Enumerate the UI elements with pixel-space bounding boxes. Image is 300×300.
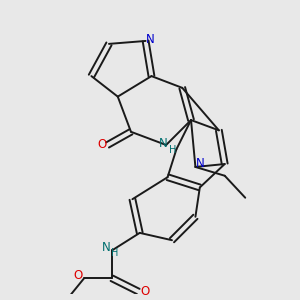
Text: O: O [97, 139, 106, 152]
Text: O: O [73, 269, 82, 282]
Text: N: N [146, 33, 155, 46]
Text: O: O [140, 285, 149, 298]
Text: H: H [169, 145, 176, 155]
Text: N: N [159, 137, 168, 150]
Text: N: N [196, 157, 205, 170]
Text: N: N [102, 241, 110, 254]
Text: H: H [111, 248, 118, 258]
